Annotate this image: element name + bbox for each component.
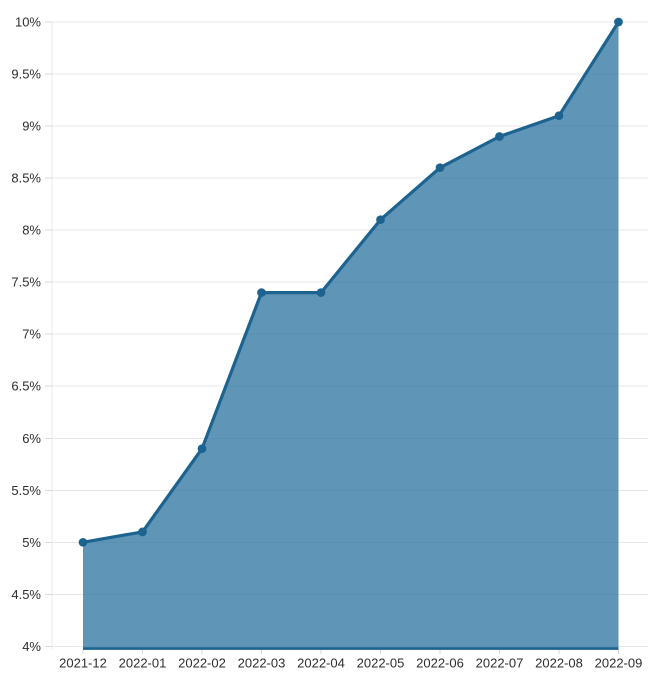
svg-text:2022-09: 2022-09: [595, 656, 643, 671]
svg-text:7%: 7%: [22, 327, 41, 342]
svg-text:2022-06: 2022-06: [416, 656, 464, 671]
svg-text:2021-12: 2021-12: [59, 656, 107, 671]
svg-text:5%: 5%: [22, 535, 41, 550]
svg-text:2022-02: 2022-02: [178, 656, 226, 671]
svg-text:6%: 6%: [22, 431, 41, 446]
svg-text:9%: 9%: [22, 119, 41, 134]
svg-text:2022-04: 2022-04: [297, 656, 345, 671]
svg-text:4%: 4%: [22, 639, 41, 654]
svg-text:4.5%: 4.5%: [11, 587, 41, 602]
svg-text:9.5%: 9.5%: [11, 67, 41, 82]
svg-text:8.5%: 8.5%: [11, 171, 41, 186]
svg-text:2022-03: 2022-03: [238, 656, 286, 671]
svg-text:10%: 10%: [15, 15, 41, 30]
svg-text:7.5%: 7.5%: [11, 275, 41, 290]
svg-text:2022-07: 2022-07: [476, 656, 524, 671]
svg-text:2022-05: 2022-05: [357, 656, 405, 671]
svg-text:2022-01: 2022-01: [119, 656, 167, 671]
svg-text:5.5%: 5.5%: [11, 483, 41, 498]
svg-text:6.5%: 6.5%: [11, 379, 41, 394]
svg-text:8%: 8%: [22, 223, 41, 238]
svg-text:2022-08: 2022-08: [535, 656, 583, 671]
